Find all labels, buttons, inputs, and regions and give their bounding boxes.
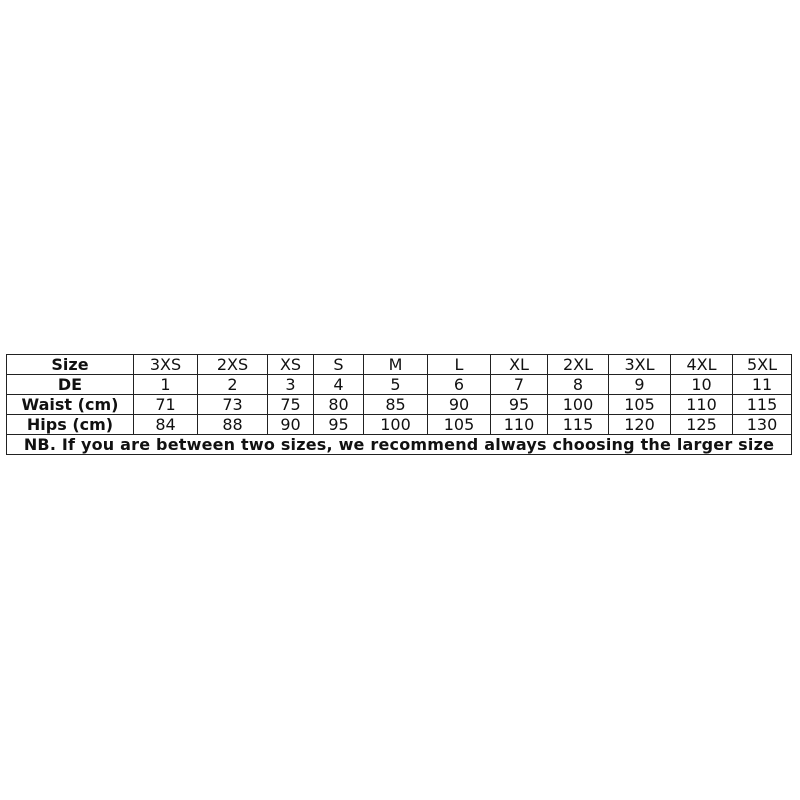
table-cell: 71: [133, 394, 198, 415]
table-cell: 2XS: [197, 354, 268, 375]
table-cell: 7: [490, 374, 548, 395]
size-row: Size 3XS 2XS XS S M L XL 2XL 3XL 4XL 5XL: [6, 354, 792, 375]
note-row: NB. If you are between two sizes, we rec…: [6, 434, 792, 455]
table-cell: 110: [490, 414, 548, 435]
table-cell: 110: [670, 394, 733, 415]
table-cell: 11: [732, 374, 792, 395]
table-cell: 8: [547, 374, 609, 395]
row-header: DE: [6, 374, 134, 395]
table-cell: 105: [427, 414, 491, 435]
table-cell: 105: [608, 394, 671, 415]
size-chart-table: Size 3XS 2XS XS S M L XL 2XL 3XL 4XL 5XL DE 1 2 3 4 5 6 7 8 9…: [6, 354, 792, 455]
table-cell: 4XL: [670, 354, 733, 375]
table-cell: 3XL: [608, 354, 671, 375]
table-cell: 85: [363, 394, 428, 415]
table-cell: 2XL: [547, 354, 609, 375]
table-cell: S: [313, 354, 364, 375]
row-header: Size: [6, 354, 134, 375]
table-cell: 75: [267, 394, 314, 415]
table-cell: 3XS: [133, 354, 198, 375]
table-cell: 80: [313, 394, 364, 415]
table-cell: M: [363, 354, 428, 375]
waist-row: Waist (cm) 71 73 75 80 85 90 95 100 105 110 115: [6, 394, 792, 415]
hips-row: Hips (cm) 84 88 90 95 100 105 110 115 120 125 130: [6, 414, 792, 435]
table-cell: 4: [313, 374, 364, 395]
table-cell: 100: [547, 394, 609, 415]
table-cell: 120: [608, 414, 671, 435]
table-cell: 5XL: [732, 354, 792, 375]
table-cell: 100: [363, 414, 428, 435]
table-cell: 5: [363, 374, 428, 395]
table-cell: 90: [427, 394, 491, 415]
table-cell: 9: [608, 374, 671, 395]
table-cell: 125: [670, 414, 733, 435]
table-cell: 130: [732, 414, 792, 435]
table-cell: L: [427, 354, 491, 375]
row-header: Hips (cm): [6, 414, 134, 435]
table-cell: 10: [670, 374, 733, 395]
table-cell: 73: [197, 394, 268, 415]
table-cell: 3: [267, 374, 314, 395]
table-cell: 95: [490, 394, 548, 415]
table-cell: 115: [547, 414, 609, 435]
table-cell: 6: [427, 374, 491, 395]
table-cell: 115: [732, 394, 792, 415]
table-cell: XS: [267, 354, 314, 375]
table-cell: XL: [490, 354, 548, 375]
table-cell: 95: [313, 414, 364, 435]
size-note: NB. If you are between two sizes, we rec…: [6, 434, 792, 455]
table-cell: 84: [133, 414, 198, 435]
table-cell: 2: [197, 374, 268, 395]
table-cell: 88: [197, 414, 268, 435]
de-row: DE 1 2 3 4 5 6 7 8 9 10 11: [6, 374, 792, 395]
row-header: Waist (cm): [6, 394, 134, 415]
table-cell: 90: [267, 414, 314, 435]
table-cell: 1: [133, 374, 198, 395]
